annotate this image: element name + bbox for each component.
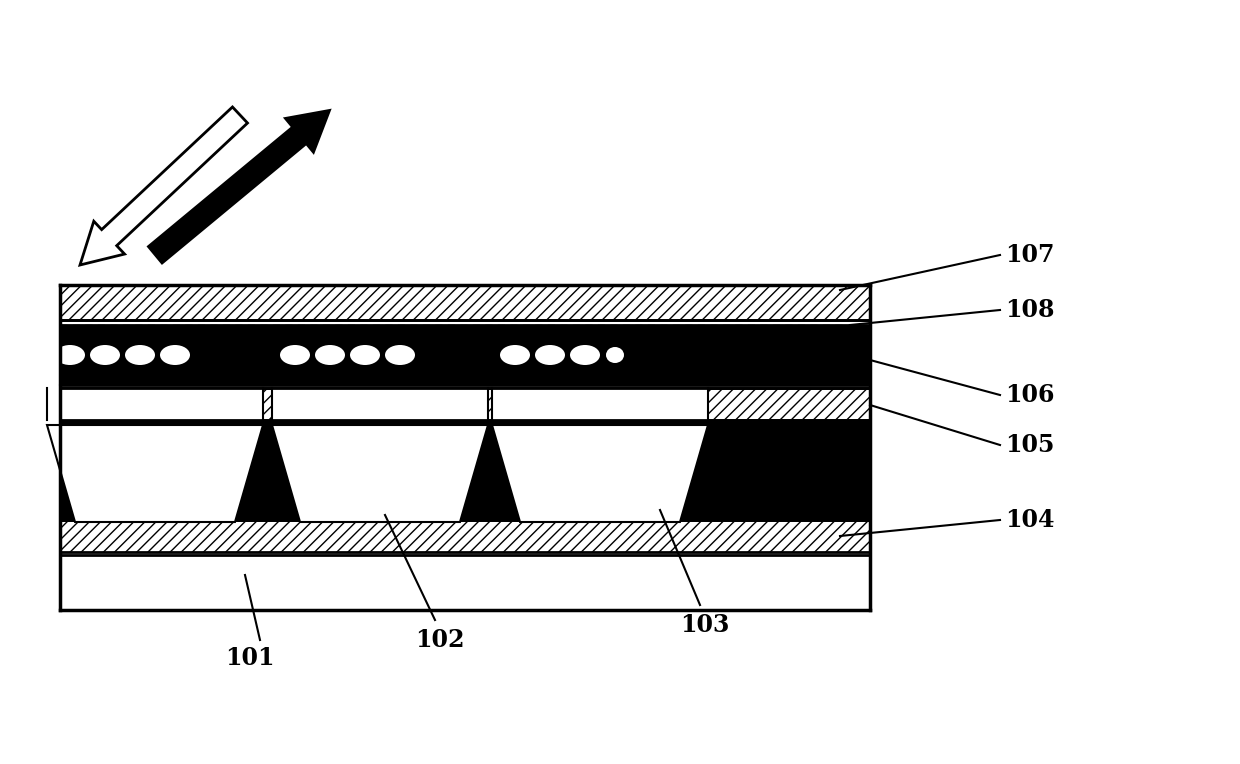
FancyArrow shape [148, 110, 330, 264]
Ellipse shape [55, 345, 86, 365]
Ellipse shape [160, 345, 190, 365]
Ellipse shape [350, 345, 379, 365]
Bar [60, 555, 870, 610]
Ellipse shape [570, 345, 600, 365]
Text: 107: 107 [1004, 243, 1054, 267]
FancyArrow shape [81, 107, 248, 265]
Polygon shape [47, 425, 263, 522]
Text: 103: 103 [680, 613, 729, 637]
Bar [60, 420, 870, 520]
Polygon shape [272, 425, 489, 522]
Bar [272, 388, 489, 420]
Text: 106: 106 [1004, 383, 1054, 407]
Bar [60, 325, 870, 385]
Bar [47, 388, 263, 420]
Text: 104: 104 [1004, 508, 1054, 532]
Ellipse shape [500, 345, 529, 365]
Text: 102: 102 [415, 628, 465, 652]
Ellipse shape [91, 345, 120, 365]
Ellipse shape [125, 345, 155, 365]
Ellipse shape [315, 345, 345, 365]
Ellipse shape [280, 345, 310, 365]
Ellipse shape [606, 347, 624, 363]
Bar [60, 520, 870, 552]
Text: 108: 108 [1004, 298, 1054, 322]
Ellipse shape [534, 345, 565, 365]
Ellipse shape [384, 345, 415, 365]
Bar [60, 388, 870, 420]
Text: 101: 101 [224, 646, 274, 670]
Polygon shape [492, 425, 708, 522]
Bar [60, 285, 870, 320]
Bar [492, 388, 708, 420]
Text: 105: 105 [1004, 433, 1054, 457]
